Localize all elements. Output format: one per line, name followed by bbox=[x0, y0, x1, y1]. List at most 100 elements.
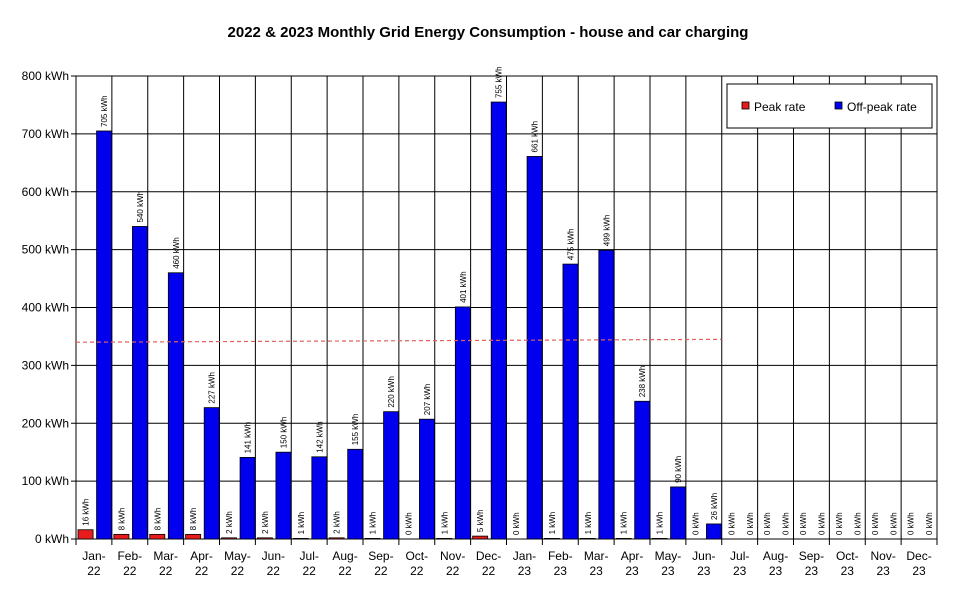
bar-offpeak bbox=[706, 523, 722, 540]
x-tick-label: Apr- bbox=[190, 549, 213, 563]
legend-label-offpeak: Off-peak rate bbox=[847, 100, 917, 114]
x-tick-label: Oct- bbox=[836, 549, 859, 563]
x-tick-label: 22 bbox=[159, 564, 173, 578]
data-label: 705 kWh bbox=[100, 95, 109, 127]
data-label: 401 kWh bbox=[459, 271, 468, 303]
x-tick-label: Mar- bbox=[584, 549, 609, 563]
bar-offpeak bbox=[598, 249, 615, 540]
data-label: 1 kWh bbox=[369, 512, 378, 535]
data-label: 1 kWh bbox=[297, 512, 306, 535]
bar-peak bbox=[543, 538, 560, 540]
data-label: 141 kWh bbox=[244, 422, 253, 454]
data-label: 0 kWh bbox=[512, 512, 521, 535]
data-label: 0 kWh bbox=[404, 512, 413, 535]
data-label: 460 kWh bbox=[172, 237, 181, 269]
y-tick-label: 200 kWh bbox=[22, 416, 69, 430]
y-tick-label: 700 kWh bbox=[22, 127, 69, 141]
x-tick-label: Oct- bbox=[405, 549, 428, 563]
data-label: 0 kWh bbox=[763, 512, 772, 535]
data-label: 0 kWh bbox=[746, 512, 755, 535]
x-tick-label: 23 bbox=[661, 564, 675, 578]
bar-peak bbox=[651, 538, 668, 540]
bar-offpeak bbox=[562, 263, 579, 540]
x-tick-label: 22 bbox=[338, 564, 352, 578]
data-label: 1 kWh bbox=[548, 512, 557, 535]
data-label: 2 kWh bbox=[225, 511, 234, 534]
bar-offpeak bbox=[167, 272, 184, 540]
x-tick-label: Nov- bbox=[871, 549, 896, 563]
x-tick-label: 22 bbox=[410, 564, 424, 578]
bar-offpeak bbox=[490, 101, 507, 540]
data-label: 2 kWh bbox=[333, 511, 342, 534]
x-tick-label: Jul- bbox=[730, 549, 749, 563]
bar-offpeak bbox=[275, 451, 292, 540]
data-label: 26 kWh bbox=[710, 493, 719, 520]
data-label: 0 kWh bbox=[691, 512, 700, 535]
bar-offpeak bbox=[419, 418, 435, 540]
x-tick-label: Sep- bbox=[799, 549, 824, 563]
data-label: 0 kWh bbox=[799, 512, 808, 535]
bar-peak bbox=[328, 537, 345, 540]
x-tick-label: Jun- bbox=[262, 549, 285, 563]
legend-swatch-peak bbox=[741, 101, 750, 110]
x-tick-label: 23 bbox=[841, 564, 855, 578]
bar-peak bbox=[472, 535, 489, 540]
average-line bbox=[75, 338, 722, 343]
data-label: 0 kWh bbox=[853, 512, 862, 535]
x-tick-label: 23 bbox=[554, 564, 568, 578]
data-label: 155 kWh bbox=[351, 414, 360, 446]
x-tick-label: May- bbox=[655, 549, 682, 563]
x-tick-label: 22 bbox=[303, 564, 317, 578]
x-tick-label: 22 bbox=[123, 564, 137, 578]
x-tick-label: 23 bbox=[769, 564, 783, 578]
data-label: 499 kWh bbox=[602, 215, 611, 247]
data-label: 0 kWh bbox=[818, 512, 827, 535]
x-tick-label: 23 bbox=[805, 564, 819, 578]
bar-peak bbox=[436, 538, 453, 540]
x-tick-label: May- bbox=[224, 549, 251, 563]
bar-peak bbox=[615, 538, 632, 540]
x-tick-label: Feb- bbox=[117, 549, 142, 563]
data-label: 142 kWh bbox=[315, 421, 324, 453]
data-label: 238 kWh bbox=[638, 366, 647, 398]
x-tick-label: Sep- bbox=[368, 549, 393, 563]
x-tick-label: Dec- bbox=[476, 549, 501, 563]
x-tick-label: 23 bbox=[912, 564, 926, 578]
data-label: 207 kWh bbox=[423, 384, 432, 416]
bar-peak bbox=[113, 533, 130, 540]
data-label: 1 kWh bbox=[656, 512, 665, 535]
data-label: 0 kWh bbox=[871, 512, 880, 535]
x-tick-label: Mar- bbox=[153, 549, 178, 563]
x-tick-label: Nov- bbox=[440, 549, 465, 563]
x-tick-label: 23 bbox=[697, 564, 711, 578]
x-tick-label: 22 bbox=[446, 564, 460, 578]
legend-label-peak: Peak rate bbox=[754, 100, 806, 114]
y-tick-label: 800 kWh bbox=[22, 69, 69, 83]
x-tick-label: 23 bbox=[625, 564, 639, 578]
bar-peak bbox=[149, 533, 166, 540]
legend: Peak rate Off-peak rate bbox=[726, 83, 933, 129]
bar-offpeak bbox=[634, 400, 651, 540]
data-label: 540 kWh bbox=[136, 191, 145, 223]
bar-peak bbox=[364, 538, 381, 540]
bar-peak bbox=[185, 533, 202, 540]
y-tick-label: 0 kWh bbox=[35, 532, 69, 546]
data-label: 8 kWh bbox=[117, 508, 126, 531]
bar-peak bbox=[292, 538, 309, 540]
x-tick-label: Aug- bbox=[332, 549, 357, 563]
data-label: 8 kWh bbox=[189, 508, 198, 531]
bar-peak bbox=[221, 537, 237, 540]
x-tick-label: 22 bbox=[195, 564, 209, 578]
data-label: 90 kWh bbox=[674, 456, 683, 483]
x-tick-label: 23 bbox=[877, 564, 891, 578]
data-label: 227 kWh bbox=[208, 372, 217, 404]
data-label: 1 kWh bbox=[620, 512, 629, 535]
data-label: 1 kWh bbox=[440, 512, 449, 535]
data-label: 8 kWh bbox=[153, 508, 162, 531]
bar-peak bbox=[579, 538, 596, 540]
data-label: 150 kWh bbox=[279, 417, 288, 449]
x-tick-label: Jan- bbox=[82, 549, 105, 563]
data-label: 475 kWh bbox=[566, 229, 575, 261]
x-tick-label: 22 bbox=[231, 564, 245, 578]
